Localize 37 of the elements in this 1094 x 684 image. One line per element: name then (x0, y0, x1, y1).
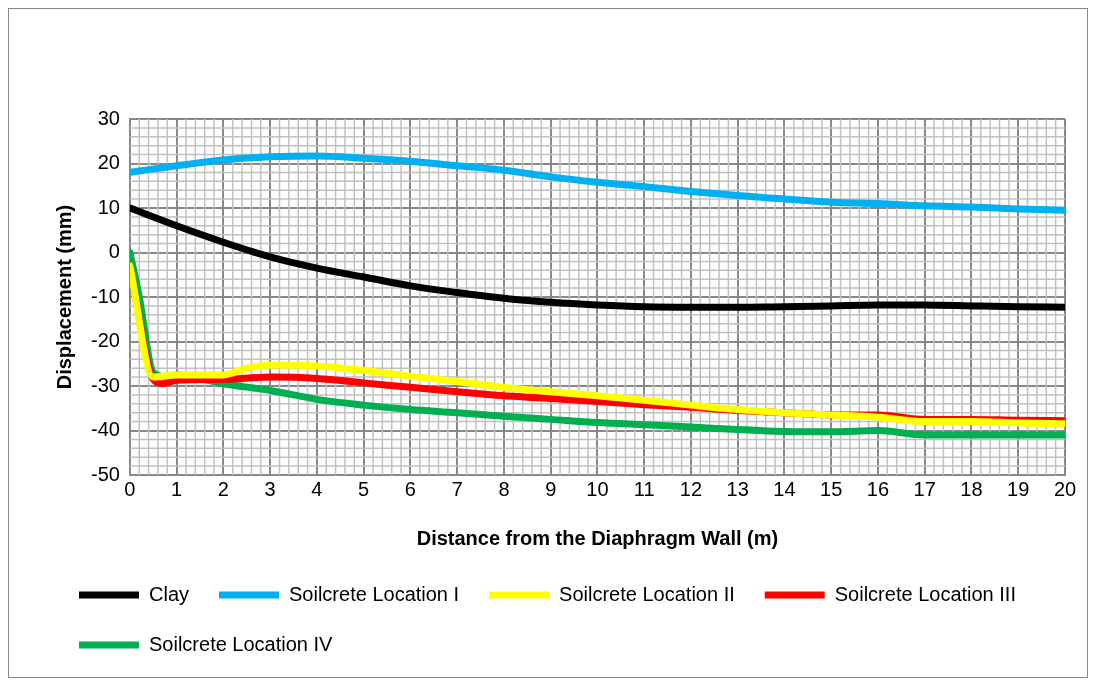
y-tick-label: -20 (91, 329, 120, 352)
y-axis-title: Displacement (mm) (52, 204, 75, 390)
x-tick-label: 17 (913, 477, 936, 500)
x-tick-label: 16 (866, 477, 890, 500)
x-tick-label: 10 (586, 477, 609, 500)
x-tick-label: 5 (358, 477, 370, 500)
y-tick-label: 30 (97, 106, 120, 129)
legend-label: Soilcrete Location III (834, 582, 1016, 605)
legend-label: Soilcrete Location I (289, 582, 460, 605)
x-tick-label: 6 (404, 477, 416, 500)
x-tick-label: 15 (820, 477, 843, 500)
y-tick-label: 20 (97, 151, 120, 174)
x-tick-label: 12 (679, 477, 703, 500)
x-tick-label: 14 (773, 477, 796, 500)
x-tick-label: 9 (545, 477, 557, 500)
legend-label: Soilcrete Location II (559, 582, 735, 605)
x-tick-label: 0 (124, 477, 136, 500)
x-tick-label: 13 (726, 477, 749, 500)
legend-label: Clay (149, 582, 190, 605)
y-tick-label: -50 (91, 462, 120, 485)
x-tick-label: 20 (1053, 477, 1077, 500)
x-tick-label: 7 (451, 477, 463, 500)
x-tick-label: 1 (171, 477, 183, 500)
y-tick-label: 0 (108, 240, 120, 263)
x-tick-label: 2 (217, 477, 229, 500)
y-tick-label: -30 (91, 373, 120, 396)
x-tick-label: 19 (1007, 477, 1030, 500)
y-tick-label: 10 (97, 195, 120, 218)
legend-label: Soilcrete Location IV (149, 632, 334, 655)
y-tick-label: -40 (91, 418, 120, 441)
x-tick-label: 18 (960, 477, 983, 500)
x-tick-label: 4 (311, 477, 323, 500)
x-axis-title: Distance from the Diaphragm Wall (m) (416, 526, 779, 549)
y-tick-label: -10 (91, 284, 120, 307)
x-tick-label: 11 (633, 477, 655, 500)
x-tick-label: 8 (498, 477, 510, 500)
x-tick-label: 3 (264, 477, 276, 500)
